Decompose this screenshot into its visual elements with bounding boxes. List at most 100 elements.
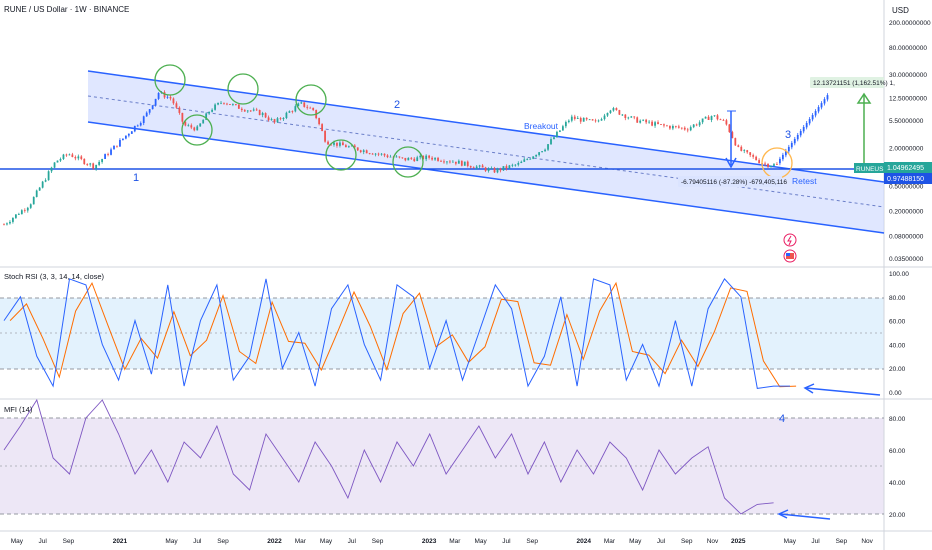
projection-candle xyxy=(793,138,796,144)
price-tick-label: 200.00000000 xyxy=(889,20,931,27)
candle-body xyxy=(657,122,659,125)
pivot-circle-green[interactable] xyxy=(154,64,186,96)
candle-body xyxy=(139,123,142,126)
candle-body xyxy=(95,164,98,169)
candle-body xyxy=(737,145,740,147)
stoch-title[interactable]: Stoch RSI (3, 3, 14, 14, close) xyxy=(4,272,105,281)
pivot-circle-green[interactable] xyxy=(295,84,327,116)
mfi-tick-label: 20.00 xyxy=(889,512,906,519)
candle-body xyxy=(157,92,160,99)
candle-body xyxy=(544,149,546,152)
descending-channel[interactable] xyxy=(88,71,884,233)
candle-body xyxy=(645,119,648,123)
candle-body xyxy=(466,161,469,167)
projection-candle xyxy=(823,99,826,104)
candle-body xyxy=(561,126,564,131)
candle-body xyxy=(383,153,386,156)
candle-body xyxy=(493,168,496,173)
time-tick-label: Jul xyxy=(502,538,511,545)
label-1: 1 xyxy=(133,172,139,184)
candle-body xyxy=(734,138,737,146)
projection-candle xyxy=(817,107,820,112)
candle-body xyxy=(261,113,264,116)
stoch-tick-label: 0.00 xyxy=(889,390,902,397)
candle-body xyxy=(32,196,35,205)
rise-measure-text: 12.13721151 (1,162.51%) 1, xyxy=(813,80,895,87)
candle-body xyxy=(440,160,442,162)
projection-candle xyxy=(802,127,805,132)
time-tick-label: May xyxy=(784,538,797,545)
candle-body xyxy=(56,160,59,163)
candle-body xyxy=(630,116,633,118)
candle-body xyxy=(475,166,478,169)
candle-body xyxy=(746,150,749,153)
candle-body xyxy=(62,154,65,159)
pivot-circle-green[interactable] xyxy=(392,146,424,178)
candle-body xyxy=(529,158,532,160)
candle-body xyxy=(190,125,193,128)
pivot-circle-green[interactable] xyxy=(181,114,213,146)
candle-body xyxy=(14,214,17,218)
candle-body xyxy=(116,145,118,147)
candle-body xyxy=(654,122,656,126)
candle-body xyxy=(184,121,187,126)
symbol-tag-text: RUNEUSD xyxy=(856,166,888,173)
price-axis[interactable]: 200.00000000 80.00000000 30.00000000 12.500… xyxy=(889,20,931,263)
projection-candle xyxy=(790,142,793,148)
channel-lower-line[interactable] xyxy=(87,121,885,234)
time-axis[interactable]: May Jul Sep 2021 May Jul Sep 2022 Mar May Jul Sep 20… xyxy=(11,538,874,545)
candle-body xyxy=(642,119,645,121)
pivot-circle-green[interactable] xyxy=(227,73,259,105)
candle-body xyxy=(196,126,199,131)
time-tick-label: 2024 xyxy=(576,538,591,545)
candle-body xyxy=(330,144,332,146)
candle-body xyxy=(249,110,252,112)
price-tick-label: 2.00000000 xyxy=(889,146,924,153)
pivot-circle-green[interactable] xyxy=(325,139,357,171)
candle-body xyxy=(422,155,425,160)
candle-body xyxy=(276,118,279,123)
candle-body xyxy=(29,204,32,208)
symbol-title[interactable]: RUNE / US Dollar · 1W · BINANCE xyxy=(4,5,129,14)
candle-body xyxy=(713,115,716,117)
candle-body xyxy=(457,160,460,164)
candle-body xyxy=(419,155,422,158)
candle-body xyxy=(208,111,211,114)
candle-body xyxy=(258,110,261,116)
candle-body xyxy=(124,135,127,139)
candle-body xyxy=(404,157,407,161)
candle-body xyxy=(695,124,698,126)
candle-body xyxy=(716,115,719,120)
lightning-event-icon[interactable] xyxy=(783,233,797,247)
candle-body xyxy=(725,120,728,125)
stoch-tick-label: 100.00 xyxy=(889,271,909,278)
candle-body xyxy=(306,106,309,108)
candle-body xyxy=(591,119,594,121)
time-tick-label: Jul xyxy=(38,538,47,545)
candle-body xyxy=(722,119,725,121)
candle-body xyxy=(356,147,359,151)
candle-body xyxy=(178,107,181,113)
candle-body xyxy=(484,167,487,171)
candle-body xyxy=(220,102,222,104)
time-tick-label: Sep xyxy=(526,538,538,545)
candle-body xyxy=(683,127,686,130)
channel-mid-line xyxy=(87,95,885,208)
projection-candle xyxy=(811,115,814,120)
time-tick-label: Sep xyxy=(836,538,848,545)
projection-candle xyxy=(808,119,811,124)
channel-upper-line[interactable] xyxy=(87,70,885,183)
candle-body xyxy=(603,115,606,120)
candle-body xyxy=(264,113,267,118)
candle-body xyxy=(368,153,371,155)
candle-body xyxy=(172,98,175,104)
mfi-title[interactable]: MFI (14) xyxy=(4,405,33,414)
time-tick-label: Sep xyxy=(63,538,75,545)
candle-body xyxy=(365,150,368,154)
candle-body xyxy=(142,116,145,124)
candle-body xyxy=(350,145,353,147)
candle-body xyxy=(288,111,291,113)
candle-body xyxy=(606,112,609,116)
label-2: 2 xyxy=(394,99,400,111)
